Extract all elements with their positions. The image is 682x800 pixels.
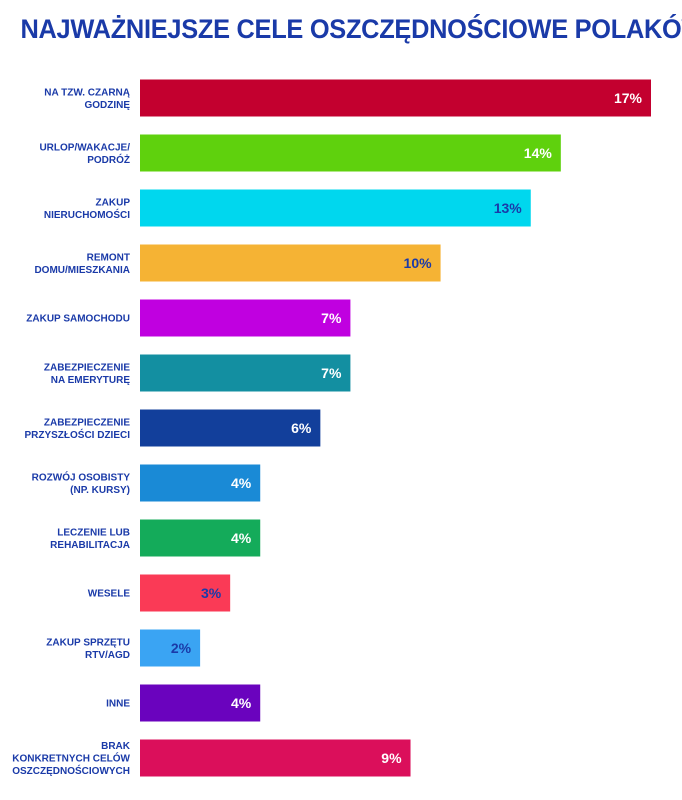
- bar: [140, 464, 261, 502]
- category-label: NA TZW. CZARNĄ GODZINĘ: [44, 87, 130, 111]
- bar: [140, 574, 231, 612]
- bar-value-label: 17%: [614, 90, 643, 106]
- bar: [140, 519, 261, 557]
- bar-value-label: 4%: [231, 475, 252, 491]
- category-label: BRAK KONKRETNYCH CELÓW OSZCZĘDNOŚCIOWYCH: [12, 741, 131, 777]
- bar-value-label: 7%: [321, 365, 342, 381]
- bar-value-label: 7%: [321, 310, 342, 326]
- category-label: INNE: [106, 699, 130, 710]
- bar-value-label: 2%: [171, 640, 192, 656]
- bar-value-label: 13%: [494, 200, 523, 216]
- bar: [140, 739, 411, 777]
- category-label: ZABEZPIECZENIE NA EMERYTURĘ: [44, 362, 130, 386]
- bar: [140, 684, 261, 722]
- category-label: ZAKUP SPRZĘTU RTV/AGD: [46, 637, 130, 661]
- category-label: ZAKUP SAMOCHODU: [26, 314, 130, 325]
- bar: [140, 79, 651, 117]
- bar: [140, 189, 531, 227]
- bar: [140, 409, 321, 447]
- category-label: ZAKUP NIERUCHOMOŚCI: [44, 197, 130, 221]
- bar-value-label: 10%: [404, 255, 433, 271]
- bar-value-label: 14%: [524, 145, 553, 161]
- bar-value-label: 3%: [201, 585, 222, 601]
- category-label: WESELE: [88, 589, 131, 600]
- category-label: LECZENIE LUB REHABILITACJA: [50, 527, 130, 551]
- bar: [140, 134, 561, 172]
- bar-value-label: 6%: [291, 420, 312, 436]
- bar-value-label: 9%: [381, 750, 402, 766]
- bar-value-label: 4%: [231, 695, 252, 711]
- category-label: ZABEZPIECZENIE PRZYSZŁOŚCI DZIECI: [24, 417, 130, 441]
- bar: [140, 244, 441, 282]
- bar: [140, 354, 351, 392]
- bar: [140, 629, 201, 667]
- bar-value-label: 4%: [231, 530, 252, 546]
- chart-title: NAJWAŻNIEJSZE CELE OSZCZĘDNOŚCIOWE POLAK…: [20, 14, 682, 44]
- bar: [140, 299, 351, 337]
- category-label: URLOP/WAKACJE/PODRÓŻ: [39, 142, 130, 166]
- category-label: REMONT DOMU/MIESZKANIA: [34, 252, 130, 276]
- category-label: ROZWÓJ OSOBISTY (NP. KURSY): [32, 470, 131, 496]
